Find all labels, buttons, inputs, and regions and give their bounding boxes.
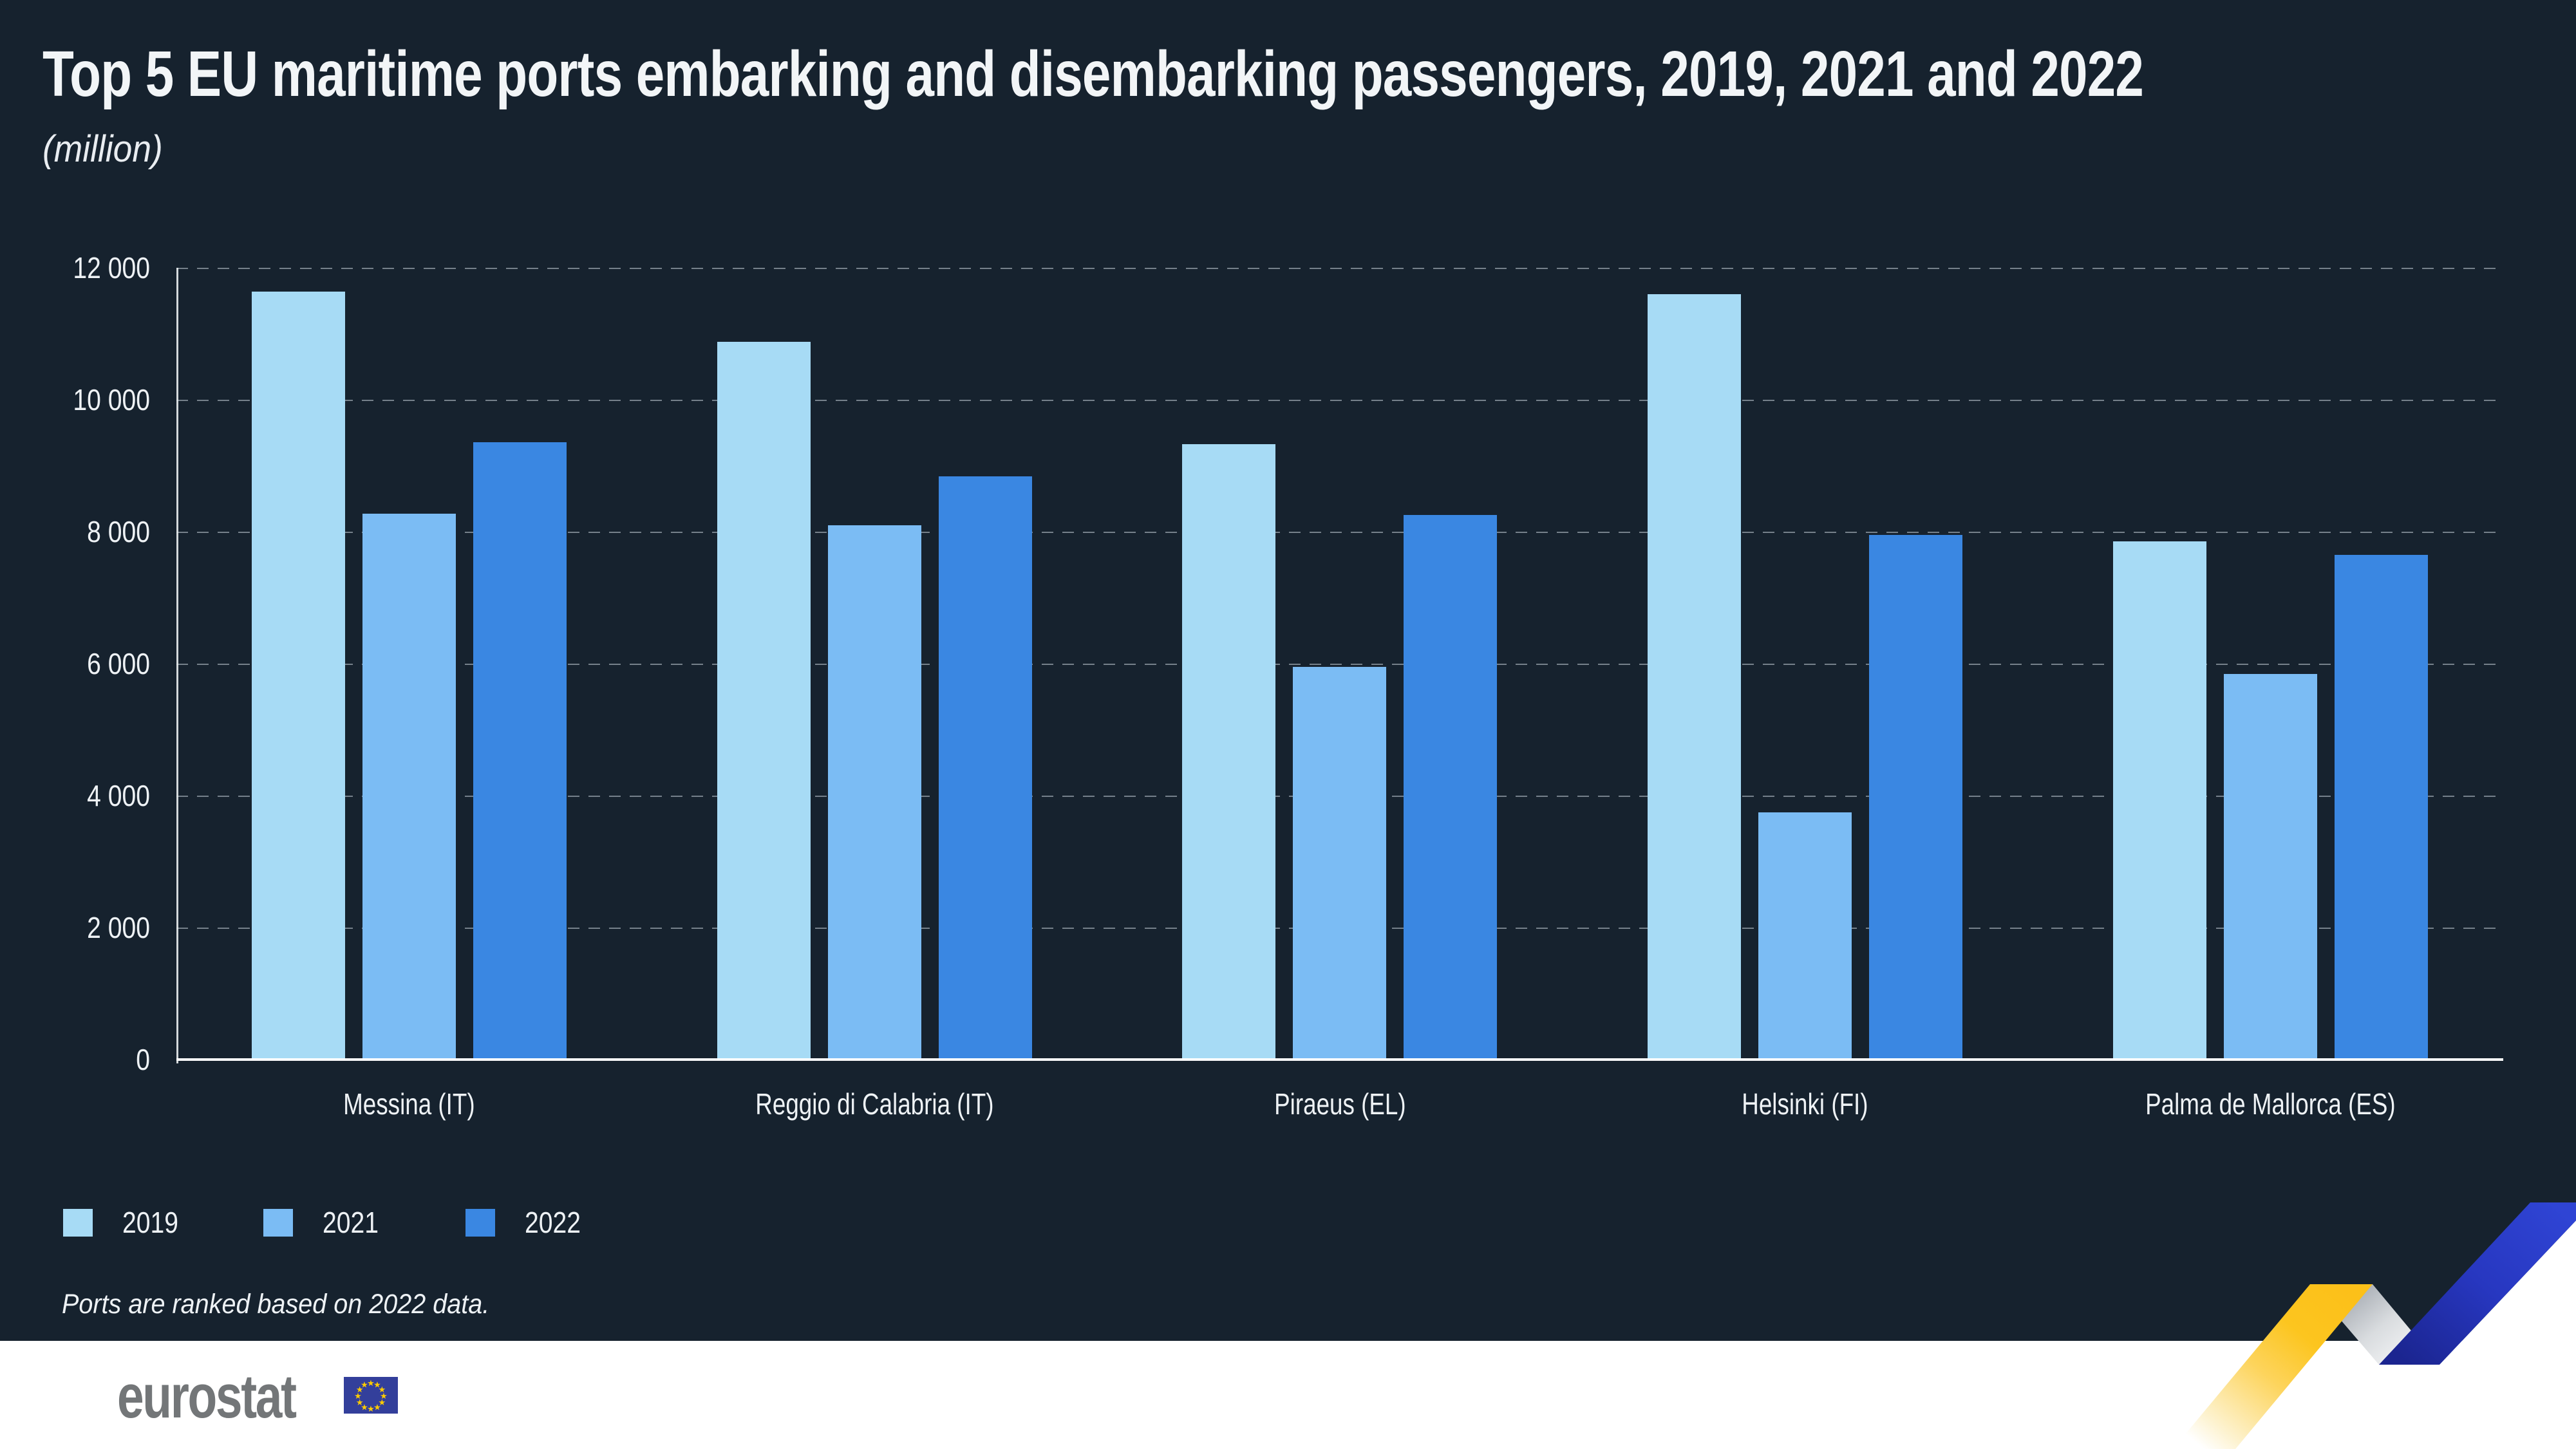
bar-2022 [2335, 554, 2429, 1060]
gridline [176, 268, 2503, 269]
trend-arrow-decoration [2173, 1202, 2576, 1449]
svg-text:★: ★ [380, 1392, 388, 1401]
bar-2019 [1648, 294, 1742, 1060]
svg-text:★: ★ [356, 1398, 364, 1408]
svg-text:★: ★ [367, 1405, 375, 1414]
bar-2022 [1869, 535, 1963, 1060]
gridline [176, 400, 2503, 401]
legend-item-2019: 2019 [63, 1206, 188, 1239]
svg-text:★: ★ [361, 1381, 368, 1390]
footer-band [0, 1341, 2576, 1449]
yellow-ribbon-shape [2173, 1284, 2373, 1449]
bar-2019 [2113, 541, 2207, 1060]
plot-area [176, 268, 2503, 1063]
category-label: Palma de Mallorca (ES) [2145, 1087, 2396, 1121]
svg-text:★: ★ [354, 1392, 362, 1401]
gridline [176, 664, 2503, 665]
bar-2022 [473, 442, 567, 1060]
footnote: Ports are ranked based on 2022 data. [62, 1289, 490, 1320]
y-tick: 10 000 [73, 383, 150, 416]
blue-ribbon-shape [2379, 1202, 2576, 1365]
category-label: Reggio di Calabria (IT) [755, 1087, 994, 1121]
y-tick: 2 000 [87, 911, 150, 944]
legend-item-2021: 2021 [263, 1206, 388, 1239]
gridline [176, 532, 2503, 533]
y-tick: 4 000 [87, 779, 150, 812]
bar-2021 [2224, 674, 2318, 1060]
y-axis-line [176, 268, 178, 1063]
eurostat-logo-text: eurostat [117, 1362, 297, 1431]
bar-2021 [1758, 812, 1852, 1060]
svg-text:★: ★ [373, 1403, 381, 1412]
bar-group [176, 268, 642, 1060]
y-tick: 0 [136, 1043, 150, 1076]
legend-label: 2022 [525, 1206, 581, 1239]
svg-text:★: ★ [378, 1385, 386, 1395]
plot-bars [176, 268, 2503, 1060]
bar-group [1107, 268, 1573, 1060]
legend-swatch-2019 [63, 1209, 93, 1237]
svg-text:★: ★ [356, 1385, 364, 1395]
legend-swatch-2022 [465, 1209, 495, 1237]
bar-group [642, 268, 1107, 1060]
bar-2019 [251, 291, 345, 1060]
legend-label: 2021 [323, 1206, 379, 1239]
y-tick: 12 000 [73, 251, 150, 285]
bar-2021 [362, 514, 456, 1060]
bar-group [1572, 268, 2038, 1060]
bar-group [2038, 268, 2503, 1060]
bar-2019 [717, 341, 811, 1060]
y-tick: 6 000 [87, 647, 150, 680]
svg-text:★: ★ [373, 1381, 381, 1390]
category-label: Messina (IT) [343, 1087, 475, 1121]
category-label: Helsinki (FI) [1742, 1087, 1868, 1121]
legend-item-2022: 2022 [465, 1206, 590, 1239]
bar-2022 [938, 476, 1032, 1060]
svg-text:★: ★ [378, 1398, 386, 1408]
y-axis-tick-labels: 12 000 10 000 8 000 6 000 4 000 2 000 0 [0, 251, 150, 1076]
svg-text:★: ★ [361, 1403, 368, 1412]
x-axis-category-labels: Messina (IT) Reggio di Calabria (IT) Pir… [176, 1087, 2503, 1121]
category-label: Piraeus (EL) [1274, 1087, 1406, 1121]
page-title: Top 5 EU maritime ports embarking and di… [42, 38, 2144, 110]
eu-flag-icon: ★ ★ ★ ★ ★ ★ ★ ★ ★ ★ ★ ★ [344, 1377, 398, 1414]
legend-swatch-2021 [263, 1209, 293, 1237]
bar-2022 [1404, 515, 1498, 1060]
y-tick: 8 000 [87, 515, 150, 548]
bar-2019 [1182, 444, 1276, 1060]
bar-2021 [827, 525, 921, 1060]
chart-unit-subtitle: (million) [42, 128, 163, 170]
x-axis-line [176, 1058, 2503, 1061]
legend-label: 2019 [122, 1206, 178, 1239]
bar-2021 [1293, 667, 1387, 1060]
svg-text:★: ★ [367, 1379, 375, 1388]
